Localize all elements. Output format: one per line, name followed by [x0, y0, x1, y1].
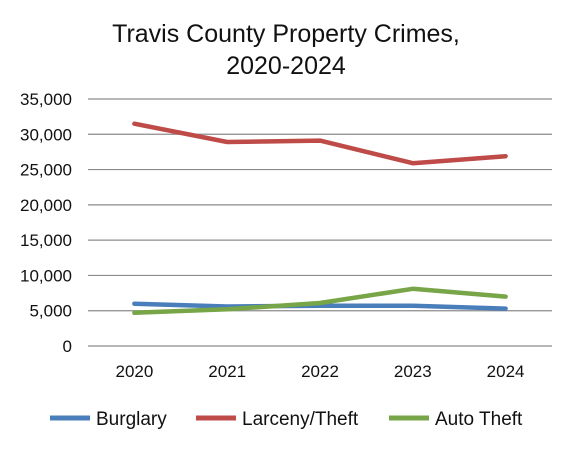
y-tick-label: 10,000: [20, 266, 72, 285]
y-axis-ticks: 0 5,000 10,000 15,000 20,000 25,000 30,000 35,0…: [20, 90, 72, 356]
legend-label-burglary: Burglary: [96, 409, 167, 430]
y-tick-label: 20,000: [20, 196, 72, 215]
x-tick-label: 2021: [208, 362, 246, 381]
series-lines: [132, 121, 508, 316]
series-line-larceny-theft: [132, 121, 508, 166]
x-tick-label: 2023: [394, 362, 432, 381]
legend-label-auto-theft: Auto Theft: [435, 409, 523, 430]
series-line-auto-theft: [132, 286, 508, 316]
legend: Burglary Larceny/Theft Auto Theft: [50, 409, 523, 430]
y-tick-label: 30,000: [20, 125, 72, 144]
x-tick-label: 2020: [115, 362, 153, 381]
x-axis-ticks: 2020 2021 2022 2023 2024: [115, 362, 524, 381]
chart-title-line-2: 2020-2024: [226, 52, 346, 80]
legend-label-larceny-theft: Larceny/Theft: [242, 409, 359, 430]
y-tick-label: 0: [63, 337, 72, 356]
y-tick-label: 5,000: [29, 302, 72, 321]
series-line-burglary: [132, 301, 508, 311]
y-tick-label: 25,000: [20, 161, 72, 180]
y-tick-label: 35,000: [20, 90, 72, 109]
x-tick-label: 2022: [301, 362, 339, 381]
chart-title-line-1: Travis County Property Crimes,: [112, 20, 460, 48]
y-tick-label: 15,000: [20, 231, 72, 250]
x-tick-label: 2024: [487, 362, 525, 381]
